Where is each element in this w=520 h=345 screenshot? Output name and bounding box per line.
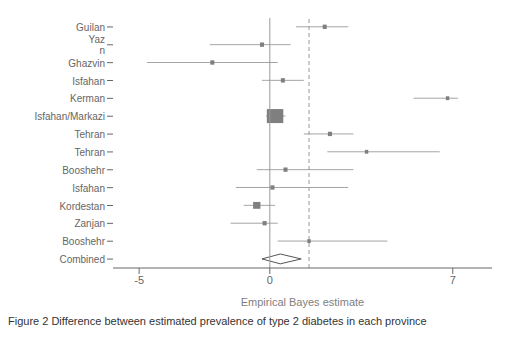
svg-text:Guilan: Guilan: [76, 22, 105, 33]
svg-text:Tehran: Tehran: [74, 147, 105, 158]
svg-text:0: 0: [267, 274, 273, 286]
svg-text:Tehran: Tehran: [74, 129, 105, 140]
svg-text:Kordestan: Kordestan: [59, 201, 105, 212]
svg-text:Isfahan: Isfahan: [72, 76, 105, 87]
svg-text:Isfahan: Isfahan: [72, 183, 105, 194]
svg-text:Yazn: Yazn: [89, 34, 106, 56]
svg-text:Kerman: Kerman: [70, 93, 105, 104]
svg-text:Ghazvin: Ghazvin: [68, 58, 105, 69]
svg-text:Booshehr: Booshehr: [62, 236, 105, 247]
svg-text:Empirical Bayes estimate: Empirical Bayes estimate: [241, 296, 365, 308]
svg-text:Zanjan: Zanjan: [74, 218, 105, 229]
svg-text:Combined: Combined: [59, 254, 105, 265]
svg-text:-5: -5: [134, 274, 144, 286]
html-text:Figure 2 Difference between es: Figure 2 Difference between estimated pr…: [8, 315, 427, 327]
svg-text:Isfahan/Markazi: Isfahan/Markazi: [34, 111, 105, 122]
svg-text:Booshehr: Booshehr: [62, 165, 105, 176]
svg-text:7: 7: [450, 274, 456, 286]
